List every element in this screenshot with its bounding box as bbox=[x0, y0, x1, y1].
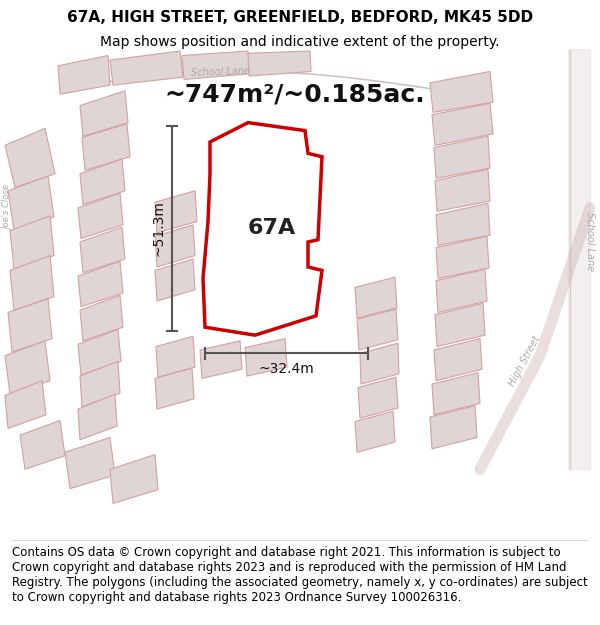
Polygon shape bbox=[360, 343, 399, 384]
Polygon shape bbox=[8, 299, 52, 352]
Polygon shape bbox=[200, 341, 242, 378]
Polygon shape bbox=[436, 269, 487, 312]
Text: Map shows position and indicative extent of the property.: Map shows position and indicative extent… bbox=[100, 35, 500, 49]
Text: ~32.4m: ~32.4m bbox=[259, 362, 314, 376]
Polygon shape bbox=[155, 225, 195, 267]
Text: 67A: 67A bbox=[248, 218, 296, 238]
Polygon shape bbox=[78, 193, 123, 239]
Polygon shape bbox=[80, 361, 120, 407]
Polygon shape bbox=[82, 124, 130, 171]
Polygon shape bbox=[430, 71, 493, 112]
Polygon shape bbox=[435, 169, 490, 211]
Text: School Lane: School Lane bbox=[585, 213, 595, 271]
Polygon shape bbox=[434, 339, 482, 381]
Polygon shape bbox=[435, 303, 485, 346]
Polygon shape bbox=[5, 381, 46, 428]
Text: Contains OS data © Crown copyright and database right 2021. This information is : Contains OS data © Crown copyright and d… bbox=[12, 546, 588, 604]
Polygon shape bbox=[355, 411, 395, 452]
Text: ~51.3m: ~51.3m bbox=[152, 201, 166, 256]
Polygon shape bbox=[80, 296, 123, 341]
Polygon shape bbox=[155, 191, 197, 233]
Text: School Lane: School Lane bbox=[190, 66, 250, 78]
Polygon shape bbox=[357, 309, 398, 350]
Polygon shape bbox=[182, 51, 250, 79]
Polygon shape bbox=[155, 259, 195, 301]
Polygon shape bbox=[156, 336, 195, 377]
Polygon shape bbox=[80, 159, 125, 204]
Polygon shape bbox=[155, 368, 194, 409]
Polygon shape bbox=[434, 136, 490, 178]
Polygon shape bbox=[58, 56, 110, 94]
Polygon shape bbox=[110, 454, 158, 503]
Polygon shape bbox=[436, 203, 490, 246]
Polygon shape bbox=[78, 261, 123, 307]
Polygon shape bbox=[5, 341, 50, 394]
Polygon shape bbox=[436, 236, 489, 278]
Polygon shape bbox=[432, 103, 493, 146]
Polygon shape bbox=[20, 421, 65, 469]
Text: Joe's Close: Joe's Close bbox=[4, 186, 13, 231]
Polygon shape bbox=[432, 372, 480, 415]
Polygon shape bbox=[110, 51, 183, 85]
Polygon shape bbox=[80, 91, 128, 136]
Polygon shape bbox=[358, 378, 398, 418]
Text: 67A, HIGH STREET, GREENFIELD, BEDFORD, MK45 5DD: 67A, HIGH STREET, GREENFIELD, BEDFORD, M… bbox=[67, 10, 533, 25]
Polygon shape bbox=[78, 329, 121, 375]
Polygon shape bbox=[355, 278, 397, 318]
Polygon shape bbox=[78, 394, 117, 440]
Polygon shape bbox=[203, 122, 322, 335]
Polygon shape bbox=[248, 51, 311, 76]
Polygon shape bbox=[80, 228, 125, 272]
Polygon shape bbox=[10, 256, 54, 310]
Polygon shape bbox=[10, 216, 54, 269]
Polygon shape bbox=[8, 176, 54, 231]
Polygon shape bbox=[5, 128, 55, 188]
Polygon shape bbox=[65, 438, 115, 489]
Polygon shape bbox=[245, 339, 287, 376]
Polygon shape bbox=[430, 406, 477, 449]
Text: ~747m²/~0.185ac.: ~747m²/~0.185ac. bbox=[164, 82, 425, 106]
Text: High Street: High Street bbox=[508, 334, 542, 388]
